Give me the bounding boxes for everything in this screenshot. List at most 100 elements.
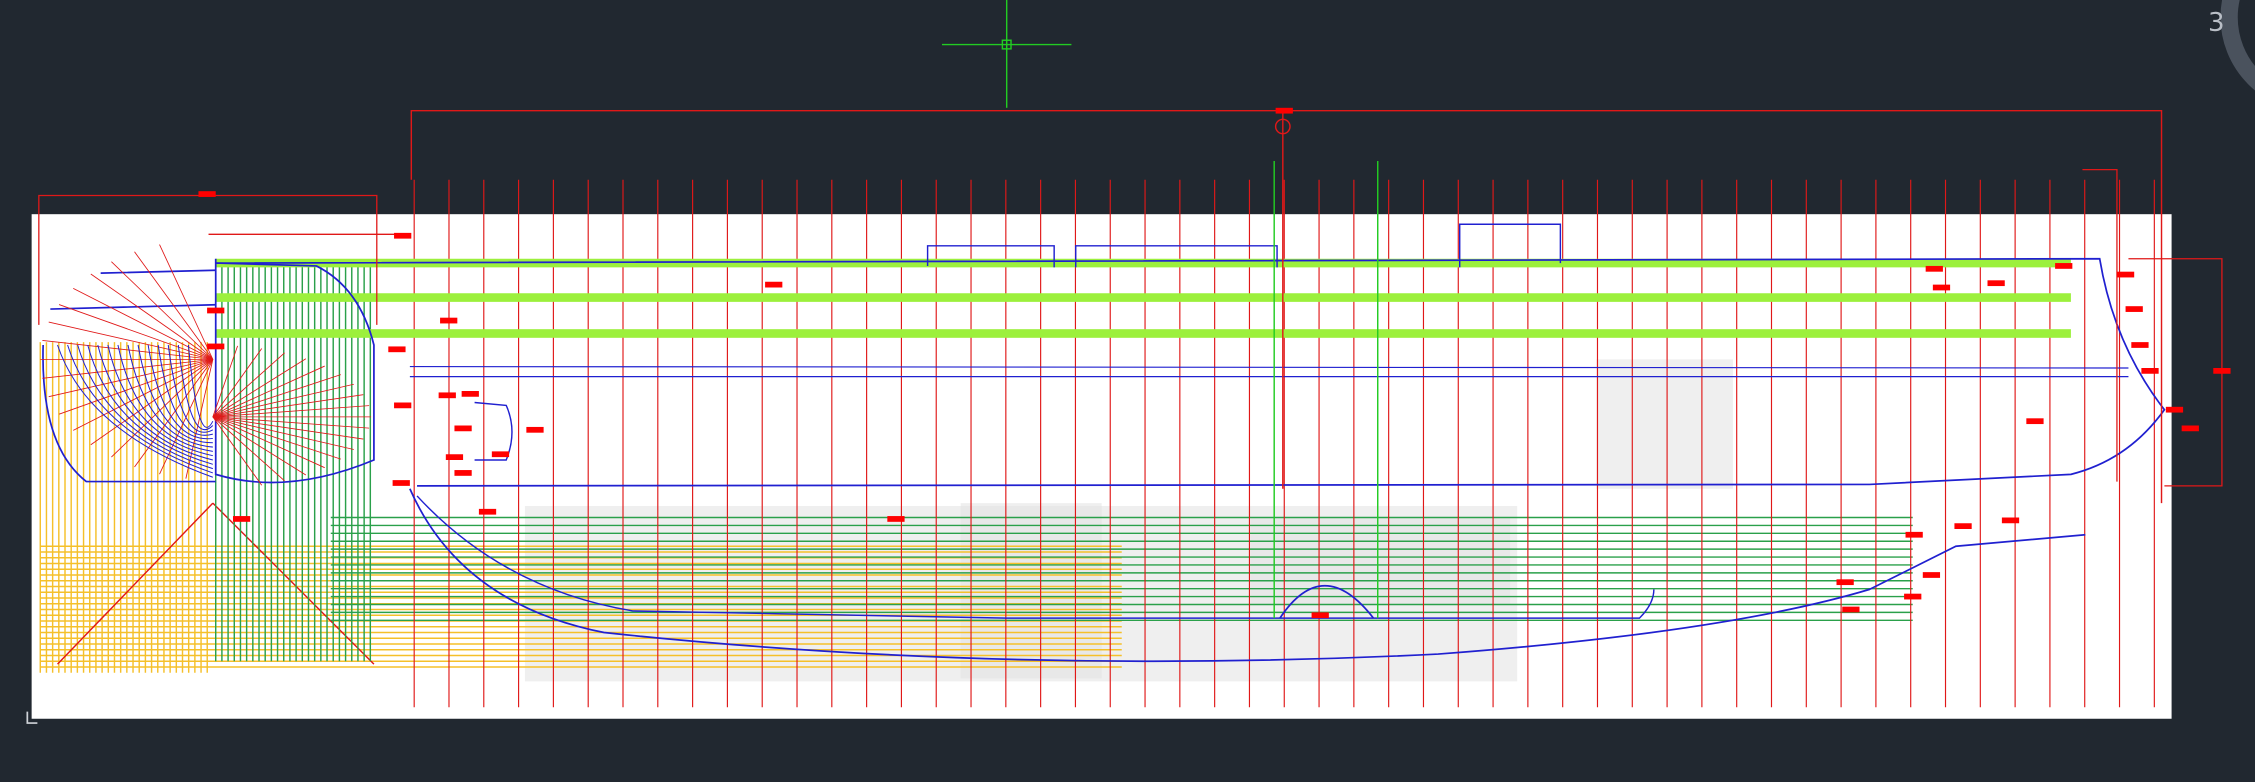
grip-marker[interactable] bbox=[1904, 593, 1922, 600]
grip-marker[interactable] bbox=[1842, 606, 1860, 613]
crosshair-cursor-icon bbox=[941, 0, 1072, 108]
grip-marker[interactable] bbox=[440, 317, 458, 324]
diagonal-line bbox=[212, 416, 263, 486]
diagonal-line bbox=[212, 348, 263, 418]
grip-marker[interactable] bbox=[438, 392, 456, 399]
scan-shading bbox=[960, 503, 1102, 679]
scan-shading bbox=[1251, 517, 1511, 604]
section-curve bbox=[57, 344, 214, 478]
diagonal-line bbox=[134, 251, 214, 360]
grip-marker[interactable] bbox=[1932, 284, 1951, 291]
diagonal-line bbox=[212, 358, 307, 418]
hull-outline-blue bbox=[42, 223, 2166, 663]
grip-marker[interactable] bbox=[454, 425, 472, 432]
diagonal-line bbox=[185, 359, 214, 479]
diagonal-line bbox=[212, 365, 325, 418]
grip-marker[interactable] bbox=[394, 402, 412, 409]
diagonal-line bbox=[212, 416, 325, 469]
grip-marker[interactable] bbox=[2181, 425, 2199, 432]
grip-marker[interactable] bbox=[2213, 368, 2231, 374]
section-curve bbox=[127, 344, 213, 448]
grip-marker[interactable] bbox=[198, 191, 216, 197]
section-curve bbox=[117, 344, 213, 452]
section-curve bbox=[137, 344, 213, 444]
grip-marker[interactable] bbox=[207, 343, 225, 350]
section-curve bbox=[157, 344, 213, 436]
diagonal-line bbox=[111, 261, 214, 360]
diagonal-line bbox=[212, 416, 364, 440]
grip-marker[interactable] bbox=[1922, 572, 1941, 578]
diagonal-line bbox=[212, 352, 285, 418]
section-curve bbox=[107, 344, 213, 457]
grip-marker[interactable] bbox=[2055, 263, 2073, 269]
viewcube-ring-icon[interactable] bbox=[2220, 0, 2255, 104]
grip-marker[interactable] bbox=[454, 470, 472, 476]
dimension-origin-marker[interactable] bbox=[1274, 118, 1291, 135]
diagonal-line bbox=[58, 304, 213, 360]
diagonal-line bbox=[212, 416, 354, 450]
grip-marker[interactable] bbox=[1954, 523, 1972, 529]
grip-marker[interactable] bbox=[1311, 612, 1329, 619]
grip-marker[interactable] bbox=[394, 232, 412, 239]
grip-marker[interactable] bbox=[1987, 280, 2005, 287]
diagonal-line bbox=[48, 321, 213, 360]
grip-marker[interactable] bbox=[232, 516, 251, 522]
grip-marker[interactable] bbox=[445, 454, 464, 460]
grip-marker[interactable] bbox=[1275, 107, 1293, 114]
section-curve bbox=[167, 344, 214, 433]
grip-marker[interactable] bbox=[2001, 517, 2020, 524]
grip-marker[interactable] bbox=[2165, 406, 2184, 413]
section-curve bbox=[97, 344, 213, 461]
grip-marker[interactable] bbox=[2141, 368, 2159, 374]
diagonal-line bbox=[42, 340, 213, 360]
body-plan-diagonals bbox=[40, 244, 372, 486]
grip-marker[interactable] bbox=[478, 508, 497, 515]
ucs-icon bbox=[26, 711, 38, 724]
grip-marker[interactable] bbox=[1836, 579, 1854, 586]
waterline-band bbox=[215, 258, 2071, 268]
station-lines-red bbox=[413, 179, 2155, 708]
diagonal-line bbox=[90, 273, 214, 360]
diagonal-line bbox=[212, 383, 354, 418]
diagonal-line bbox=[212, 416, 307, 476]
grip-marker[interactable] bbox=[2125, 306, 2143, 312]
diagonal-line bbox=[212, 394, 364, 418]
selection-grips[interactable] bbox=[198, 107, 2231, 619]
section-lines-yellow bbox=[39, 342, 1122, 673]
diagonal-line bbox=[212, 374, 341, 418]
grip-marker[interactable] bbox=[1905, 531, 1923, 538]
grip-marker[interactable] bbox=[207, 307, 225, 314]
diagonal-line bbox=[111, 359, 214, 458]
diagonal-line bbox=[159, 244, 214, 360]
grip-marker[interactable] bbox=[2026, 418, 2044, 425]
grip-marker[interactable] bbox=[887, 516, 905, 522]
grip-marker[interactable] bbox=[1925, 265, 1943, 272]
diagonal-line bbox=[212, 345, 238, 418]
section-curve bbox=[77, 344, 213, 470]
section-curve bbox=[147, 344, 213, 440]
grip-marker[interactable] bbox=[491, 451, 510, 458]
diagonal-line bbox=[58, 358, 213, 415]
diagonal-line bbox=[212, 416, 285, 482]
section-curve bbox=[87, 344, 213, 465]
section-curve bbox=[67, 344, 214, 474]
diagonal-line bbox=[212, 405, 370, 418]
diagonal-line bbox=[212, 416, 341, 460]
section-curve bbox=[187, 344, 214, 428]
viewcube-label[interactable]: 3 bbox=[2208, 8, 2225, 38]
grip-marker[interactable] bbox=[392, 480, 410, 486]
diagonal-line bbox=[212, 416, 370, 429]
grip-marker[interactable] bbox=[2131, 342, 2149, 348]
diagonal-line bbox=[134, 359, 214, 468]
grip-marker[interactable] bbox=[2116, 271, 2135, 278]
scan-shading bbox=[1596, 359, 1733, 489]
waterline-bands bbox=[215, 258, 2071, 338]
waterline-band bbox=[215, 293, 2071, 302]
grip-marker[interactable] bbox=[526, 426, 544, 433]
grip-marker[interactable] bbox=[461, 391, 479, 397]
grip-marker[interactable] bbox=[765, 281, 783, 288]
waterline-band bbox=[215, 329, 2071, 338]
diagonal-line bbox=[90, 359, 214, 446]
grip-marker[interactable] bbox=[388, 346, 406, 353]
